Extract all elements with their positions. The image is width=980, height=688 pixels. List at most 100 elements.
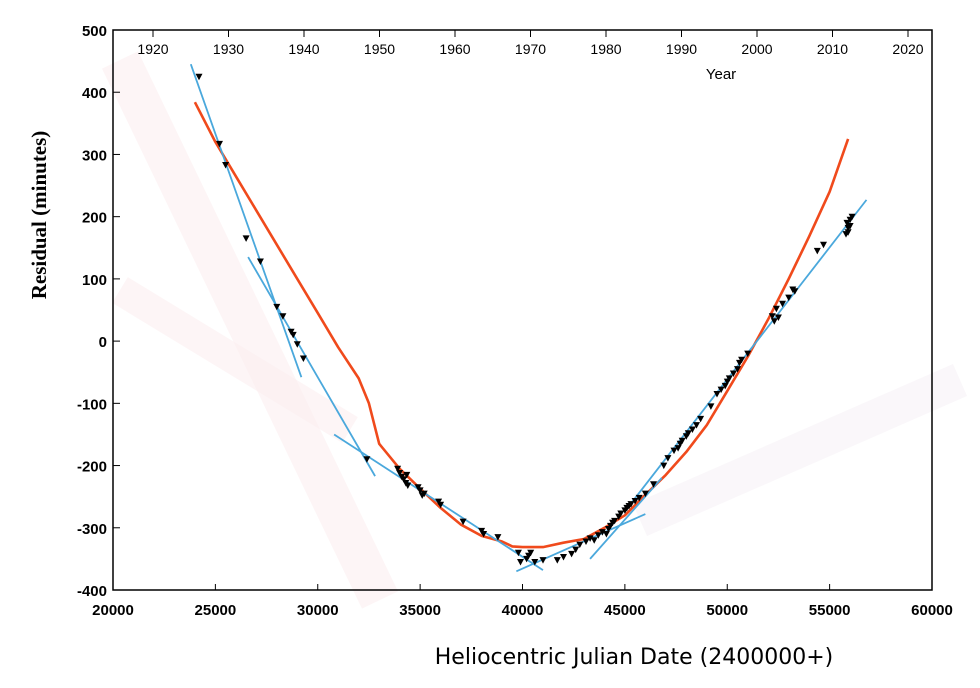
x-tick-label: 45000	[604, 602, 646, 619]
x-axis: 20000 25000 30000 35000 40000 45000 50000 55000…	[92, 584, 953, 619]
year-tick-label: 1920	[137, 41, 168, 57]
data-point	[572, 546, 580, 554]
data-point	[813, 247, 821, 255]
data-point	[299, 355, 307, 362]
data-point	[400, 476, 408, 483]
x-tick-label: 40000	[502, 602, 544, 619]
data-point	[420, 490, 428, 498]
data-point	[396, 470, 404, 477]
data-point	[772, 305, 780, 313]
data-point	[768, 313, 776, 320]
fit-lines	[189, 63, 868, 573]
data-point	[820, 241, 827, 249]
data-point	[216, 140, 223, 148]
x-tick-label: 30000	[297, 602, 339, 619]
year-tick-label: 1990	[666, 41, 697, 57]
data-point	[650, 481, 657, 488]
data-point	[279, 313, 287, 320]
y-tick-label: -400	[77, 583, 107, 600]
year-tick-label: 1970	[515, 41, 546, 57]
x-tick-label: 60000	[911, 602, 953, 619]
data-point	[480, 531, 488, 538]
y-tick-label: 100	[82, 272, 107, 289]
data-point	[770, 318, 778, 325]
data-point	[222, 162, 230, 169]
data-point	[582, 538, 590, 545]
data-point	[617, 510, 625, 517]
data-point	[678, 437, 686, 445]
data-point	[289, 331, 297, 339]
y-tick-label: 200	[82, 210, 107, 227]
data-point	[660, 462, 668, 470]
y-axis-label: Residual (minutes)	[27, 131, 51, 300]
y-tick-label: -100	[77, 396, 107, 413]
data-point	[293, 341, 301, 348]
data-point	[256, 258, 264, 265]
x-tick-label: 25000	[195, 602, 237, 619]
data-point	[531, 559, 539, 566]
data-point	[363, 456, 371, 463]
data-point	[684, 430, 692, 437]
linear-segment	[589, 477, 663, 560]
y-tick-label: 0	[99, 334, 107, 351]
data-point	[697, 415, 705, 423]
data-point	[514, 549, 522, 557]
year-tick-label: 2000	[741, 41, 772, 57]
data-point	[494, 534, 502, 541]
y-tick-label: 300	[82, 147, 107, 164]
data-point	[611, 517, 619, 525]
data-point	[635, 494, 643, 502]
year-tick-label: 2020	[892, 41, 923, 57]
data-point	[553, 557, 561, 564]
data-point	[437, 501, 445, 509]
data-point	[273, 303, 281, 311]
x-axis-label: Heliocentric Julian Date (2400000+)	[435, 645, 833, 670]
year-axis: 1920 1930 1940 1950 1960 1970 1980 1990 2000 2010…	[137, 30, 924, 57]
x-tick-label: 50000	[706, 602, 748, 619]
data-point	[403, 471, 411, 479]
data-point	[242, 235, 250, 242]
year-tick-label: 1930	[213, 41, 244, 57]
data-point	[721, 382, 729, 390]
data-point	[627, 501, 635, 508]
y-axis: 500 400 300 200 100 0 -100 -200 -300 -400	[77, 23, 120, 600]
smudge	[632, 363, 968, 537]
data-point	[517, 559, 524, 566]
data-point	[560, 554, 567, 561]
data-point	[664, 455, 672, 462]
data-point	[717, 386, 725, 394]
y-tick-label: -200	[77, 459, 107, 476]
data-point	[539, 557, 547, 564]
data-point	[725, 375, 733, 382]
year-tick-label: 1980	[590, 41, 621, 57]
quadratic-fit-curve	[193, 101, 850, 549]
linear-segment	[247, 256, 376, 477]
data-point	[594, 532, 602, 539]
data-point	[598, 529, 606, 536]
year-tick-label: 2010	[817, 41, 848, 57]
year-tick-label: 1940	[288, 41, 319, 57]
data-point	[670, 447, 678, 455]
data-point	[590, 537, 598, 544]
data-point	[394, 465, 402, 473]
data-point	[602, 531, 610, 538]
data-point	[674, 445, 682, 452]
data-point	[734, 366, 741, 373]
data-point	[846, 223, 854, 230]
data-point	[844, 229, 852, 236]
background-smudge	[101, 51, 968, 609]
data-point	[843, 219, 851, 227]
linear-segment	[189, 63, 303, 378]
data-point	[713, 391, 721, 398]
data-point	[195, 73, 203, 81]
data-point	[631, 498, 639, 505]
smudge	[112, 277, 358, 443]
x-tick-label: 35000	[399, 602, 441, 619]
year-tick-label: 1960	[439, 41, 470, 57]
data-point	[693, 422, 700, 429]
data-point	[729, 370, 737, 377]
data-point	[568, 550, 576, 558]
data-point	[785, 294, 793, 302]
data-point	[404, 482, 412, 489]
